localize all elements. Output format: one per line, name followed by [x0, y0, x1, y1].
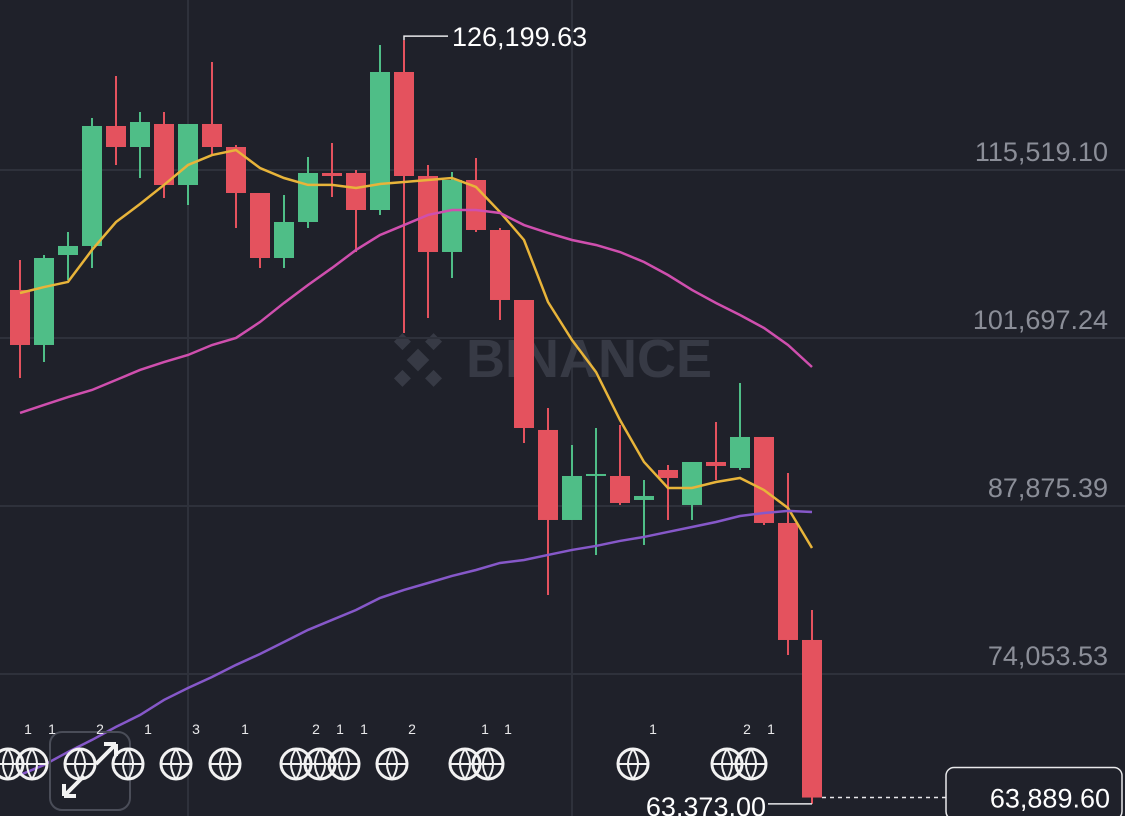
candle-body: [298, 172, 318, 222]
candle-body: [154, 123, 174, 185]
event-count: 1: [241, 721, 249, 737]
event-globe-lines: [65, 748, 95, 780]
expand-frame: [49, 731, 131, 811]
moving-average: [19, 148, 814, 549]
candle-body: [226, 147, 246, 193]
event-marker[interactable]: 1: [734, 721, 775, 781]
candle-body: [58, 245, 78, 255]
y-tick-label: 115,519.10: [975, 137, 1108, 167]
candle-body: [202, 123, 222, 148]
candle-body: [178, 123, 198, 185]
y-tick-label: 74,053.53: [988, 641, 1108, 671]
candle-body: [706, 461, 726, 466]
plot: 115,519.10101,697.2487,875.3974,053.5312…: [0, 22, 1125, 816]
expand-button[interactable]: [49, 731, 131, 811]
watermark-text: BINANCE: [466, 329, 712, 389]
event-globe-lines: [377, 748, 407, 780]
candle-body: [130, 121, 150, 148]
candle-body: [274, 221, 294, 258]
event-count: 1: [336, 721, 344, 737]
candle-body: [778, 522, 798, 640]
candle-body: [106, 125, 126, 148]
event-globe-lines: [736, 748, 766, 780]
candle-body: [538, 429, 558, 520]
event-globe-lines: [329, 748, 359, 780]
candle-body: [802, 639, 822, 798]
moving-average: [19, 509, 813, 777]
event-count: 2: [408, 721, 416, 737]
candle-body: [322, 172, 342, 177]
event-count: 1: [504, 721, 512, 737]
event-count: 1: [24, 721, 32, 737]
candle-body: [250, 192, 270, 258]
expand-icon: [62, 742, 118, 798]
y-tick-label: 87,875.39: [988, 473, 1108, 503]
high-marker: [403, 35, 448, 41]
candle-body: [682, 461, 702, 505]
candle-body: [34, 257, 54, 345]
moving-average: [19, 208, 813, 415]
candle-body: [346, 172, 366, 210]
candle-body: [754, 436, 774, 523]
event-marker[interactable]: 1: [616, 721, 657, 781]
candle-body: [610, 475, 630, 503]
y-tick-label: 101,697.24: [973, 305, 1108, 335]
watermark: BINANCE: [393, 329, 712, 389]
event-count: 1: [481, 721, 489, 737]
candle-body: [490, 229, 510, 300]
event-marker[interactable]: 3: [159, 721, 200, 781]
event-count: 1: [767, 721, 775, 737]
event-globe-lines: [17, 748, 47, 780]
candle-body: [658, 469, 678, 478]
event-globe-lines: [113, 748, 143, 780]
event-globe-lines: [210, 748, 240, 780]
candle-body: [730, 436, 750, 468]
event-marker[interactable]: 1: [471, 721, 512, 781]
candle-body: [370, 71, 390, 210]
candle-body: [562, 475, 582, 520]
candle-body: [442, 180, 462, 252]
event-count: 1: [649, 721, 657, 737]
event-count: 2: [312, 721, 320, 737]
event-globe-lines: [618, 748, 648, 780]
event-marker[interactable]: 1: [208, 721, 249, 781]
event-count: 1: [360, 721, 368, 737]
event-marker[interactable]: 2: [63, 721, 104, 781]
candle-body: [10, 289, 30, 345]
candle-body: [82, 125, 102, 246]
candle-body: [514, 299, 534, 428]
event-marker[interactable]: 1: [111, 721, 152, 781]
event-count: 3: [192, 721, 200, 737]
event-globe-lines: [473, 748, 503, 780]
event-count: 1: [144, 721, 152, 737]
event-marker[interactable]: 1: [327, 721, 368, 781]
low-label: 63,373.00: [646, 792, 766, 816]
event-marker[interactable]: 2: [375, 721, 416, 781]
event-count: 2: [743, 721, 751, 737]
candle-body: [634, 495, 654, 500]
high-label: 126,199.63: [452, 22, 587, 52]
event-count: 1: [48, 721, 56, 737]
candle-body: [394, 71, 414, 177]
event-globe-lines: [161, 748, 191, 780]
event-marker[interactable]: 1: [15, 721, 56, 781]
event-count: 2: [96, 721, 104, 737]
last-price-box: [945, 766, 1123, 816]
last-price-label: 63,889.60: [990, 784, 1110, 814]
candle-body: [586, 473, 606, 476]
